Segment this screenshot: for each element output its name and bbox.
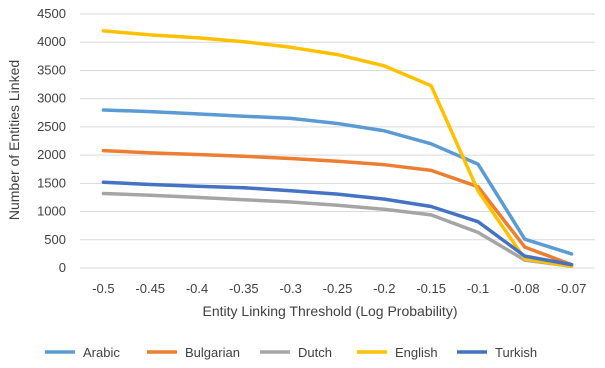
x-tick-label: -0.1 [467, 281, 489, 296]
y-tick-label: 0 [59, 260, 66, 275]
y-axis-title: Number of Entities Linked [6, 60, 22, 220]
y-tick-label: 1500 [37, 175, 66, 190]
series-lines [101, 29, 574, 269]
series-line-dutch [101, 191, 574, 269]
y-tick-label: 500 [44, 232, 66, 247]
x-tick-label: -0.25 [323, 281, 353, 296]
legend: Arabic Bulgarian Dutch English Turkish [45, 345, 537, 360]
legend-item-dutch: Dutch [260, 345, 332, 360]
series-line-turkish [101, 180, 574, 267]
y-axis-tick-labels: 0 500 1000 1500 2000 2500 3000 3500 4000 4500 [37, 6, 66, 275]
x-tick-label: -0.5 [92, 281, 114, 296]
x-tick-label: -0.07 [557, 281, 587, 296]
series-line-bulgarian [101, 148, 574, 267]
series-line-arabic [101, 108, 574, 256]
legend-label: Bulgarian [185, 345, 240, 360]
x-tick-label: -0.08 [510, 281, 540, 296]
y-tick-label: 4500 [37, 6, 66, 21]
legend-item-bulgarian: Bulgarian [147, 345, 240, 360]
y-tick-label: 3000 [37, 91, 66, 106]
x-tick-label: -0.35 [229, 281, 259, 296]
x-tick-label: -0.15 [416, 281, 446, 296]
x-axis-title: Entity Linking Threshold (Log Probabilit… [203, 303, 458, 319]
x-axis-tick-labels: -0.5 -0.45 -0.4 -0.35 -0.3 -0.25 -0.2 -0.15 -0.1… [92, 281, 586, 296]
legend-item-arabic: Arabic [45, 345, 120, 360]
series-line-english [101, 29, 574, 269]
legend-label: English [395, 345, 438, 360]
y-tick-label: 3500 [37, 62, 66, 77]
x-tick-label: -0.45 [135, 281, 165, 296]
legend-label: Arabic [83, 345, 120, 360]
legend-item-english: English [357, 345, 438, 360]
x-tick-label: -0.2 [373, 281, 395, 296]
legend-label: Dutch [298, 345, 332, 360]
x-tick-label: -0.3 [279, 281, 301, 296]
y-tick-label: 1000 [37, 204, 66, 219]
y-tick-label: 2000 [37, 147, 66, 162]
legend-label: Turkish [495, 345, 537, 360]
legend-item-turkish: Turkish [457, 345, 537, 360]
y-tick-label: 4000 [37, 34, 66, 49]
y-tick-label: 2500 [37, 119, 66, 134]
x-tick-label: -0.4 [186, 281, 208, 296]
